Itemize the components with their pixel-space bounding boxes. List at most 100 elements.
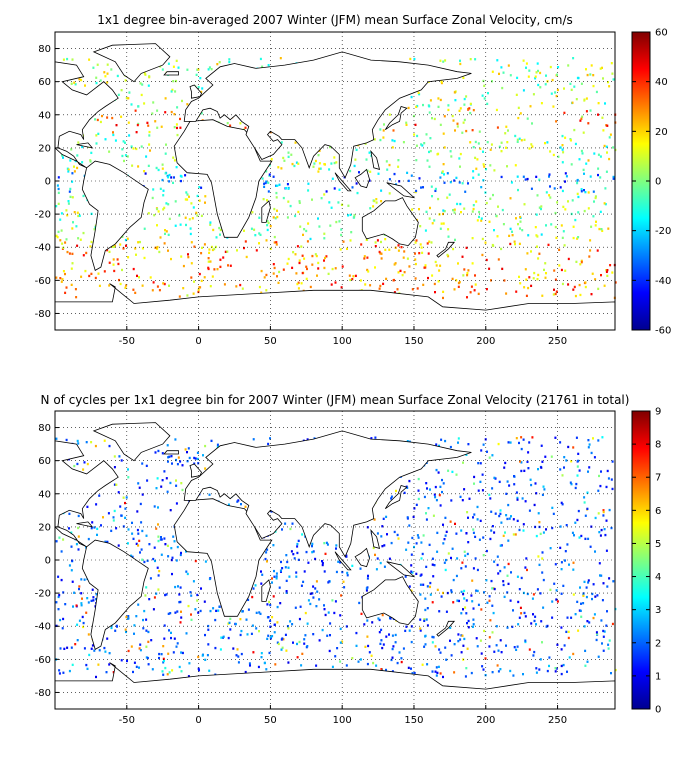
- bin-cell: [480, 608, 483, 611]
- bin-cell: [513, 483, 516, 486]
- bin-cell: [513, 475, 516, 478]
- bin-cell: [464, 565, 467, 568]
- bin-cell: [421, 144, 424, 147]
- bin-cell: [58, 669, 61, 672]
- bin-cell: [535, 71, 538, 74]
- bin-cell: [90, 441, 93, 444]
- bin-cell: [335, 161, 338, 164]
- bin-cell: [588, 255, 591, 258]
- bin-cell: [181, 464, 184, 467]
- bin-cell: [482, 536, 485, 539]
- bin-cell: [459, 152, 462, 156]
- bin-cell: [63, 647, 66, 651]
- bin-cell: [538, 521, 541, 524]
- bin-cell: [522, 175, 525, 178]
- bin-cell: [146, 559, 149, 562]
- bin-cell: [575, 98, 578, 101]
- bin-cell: [276, 184, 279, 187]
- bin-cell: [426, 585, 429, 588]
- bin-cell: [469, 291, 472, 294]
- bin-cell: [179, 126, 182, 129]
- bin-cell: [277, 642, 280, 646]
- bin-cell: [408, 629, 411, 632]
- bin-cell: [164, 229, 167, 232]
- bin-cell: [127, 476, 130, 479]
- bin-cell: [122, 247, 125, 250]
- bin-cell: [161, 167, 164, 170]
- bin-cell: [462, 274, 465, 277]
- bin-cell: [519, 112, 522, 115]
- bin-cell: [321, 560, 324, 563]
- bin-cell: [373, 199, 376, 203]
- bin-cell: [560, 626, 563, 629]
- bin-cell: [75, 296, 78, 299]
- bin-cell: [506, 517, 509, 521]
- bin-cell: [533, 503, 536, 507]
- bin-cell: [303, 638, 306, 641]
- bin-cell: [602, 510, 605, 514]
- bin-cell: [61, 154, 64, 157]
- bin-cell: [579, 293, 582, 297]
- bin-cell: [300, 282, 303, 285]
- bin-cell: [514, 164, 517, 167]
- bin-cell: [290, 550, 293, 553]
- bin-cell: [575, 436, 578, 439]
- bin-cell: [462, 76, 465, 80]
- bin-cell: [303, 570, 306, 573]
- bin-cell: [173, 637, 176, 640]
- bin-cell: [59, 218, 62, 221]
- bin-cell: [573, 534, 576, 537]
- bin-cell: [368, 651, 371, 654]
- bin-cell: [475, 589, 478, 592]
- bin-cell: [369, 284, 372, 287]
- bin-cell: [555, 598, 558, 601]
- bin-cell: [550, 92, 553, 95]
- bin-cell: [209, 223, 212, 226]
- bin-cell: [507, 539, 510, 542]
- bin-cell: [492, 587, 495, 590]
- bin-cell: [465, 667, 468, 670]
- bin-cell: [533, 650, 536, 654]
- bin-cell: [145, 586, 148, 589]
- bin-cell: [146, 479, 149, 482]
- bin-cell: [492, 244, 495, 248]
- bin-cell: [306, 240, 309, 243]
- bin-cell: [161, 178, 164, 182]
- bin-cell: [486, 601, 489, 604]
- bin-cell: [462, 461, 465, 464]
- bin-cell: [141, 493, 144, 496]
- bin-cell: [580, 261, 583, 264]
- bin-cell: [313, 162, 316, 165]
- bin-cell: [577, 452, 580, 456]
- bin-cell: [95, 593, 98, 596]
- bin-cell: [259, 57, 262, 61]
- bin-cell: [236, 249, 239, 252]
- bin-cell: [584, 285, 587, 289]
- bin-cell: [459, 495, 462, 499]
- bin-cell: [185, 570, 188, 573]
- bin-cell: [74, 83, 77, 86]
- bin-cell: [73, 464, 76, 468]
- bin-cell: [116, 74, 119, 78]
- bin-cell: [440, 80, 443, 83]
- x-tick-label: 50: [264, 336, 277, 347]
- landmass: [189, 84, 202, 99]
- bin-cell: [563, 244, 566, 247]
- bin-cell: [569, 481, 572, 484]
- bin-cell: [439, 651, 442, 654]
- bin-cell: [438, 444, 441, 448]
- bin-cell: [171, 669, 174, 672]
- bin-cell: [554, 211, 557, 215]
- bin-cell: [340, 286, 343, 289]
- bin-cell: [605, 519, 608, 522]
- bin-cell: [477, 142, 480, 145]
- bin-cell: [281, 646, 284, 649]
- bin-cell: [84, 84, 87, 87]
- bin-cell: [162, 189, 165, 192]
- bin-cell: [173, 176, 176, 179]
- bin-cell: [241, 287, 244, 290]
- bin-cell: [524, 500, 527, 503]
- bin-cell: [279, 57, 282, 60]
- bin-cell: [68, 512, 71, 516]
- bin-cell: [561, 134, 564, 138]
